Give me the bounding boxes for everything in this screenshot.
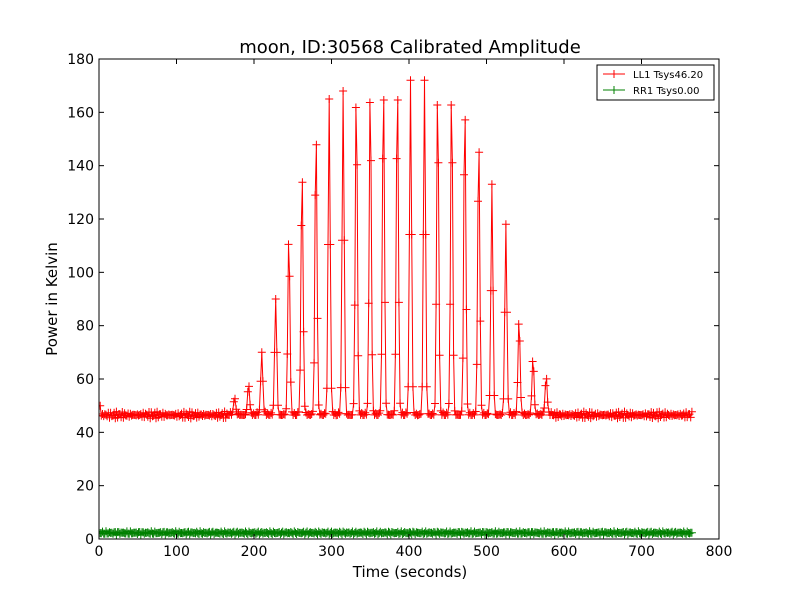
x-tick-label: 800 xyxy=(706,544,733,560)
x-tick-label: 100 xyxy=(163,544,190,560)
series-rr1 xyxy=(99,527,696,539)
legend-marker-ll1 xyxy=(610,70,618,78)
series-markers xyxy=(99,76,696,423)
y-axis-label: Power in Kelvin xyxy=(43,242,61,356)
legend-marker-rr1 xyxy=(610,86,618,94)
chart-title: moon, ID:30568 Calibrated Amplitude xyxy=(239,37,581,58)
axis-ticks: 0 100 200 300 400 500 600 700 800 0 20 40 60 80 100 120… xyxy=(67,52,732,560)
y-tick-label: 180 xyxy=(67,52,94,68)
series-markers xyxy=(99,527,696,539)
y-tick-label: 120 xyxy=(67,212,94,228)
y-tick-label: 160 xyxy=(67,105,94,121)
y-tick-label: 40 xyxy=(76,425,94,441)
y-tick-label: 20 xyxy=(76,479,94,495)
y-tick-label: 80 xyxy=(76,319,94,335)
x-tick-label: 400 xyxy=(396,544,423,560)
legend-label-rr1: RR1 Tsys0.00 xyxy=(633,86,700,97)
x-tick-label: 200 xyxy=(241,544,268,560)
series-ll1 xyxy=(99,76,696,423)
y-tick-label: 60 xyxy=(76,372,94,388)
x-tick-label: 0 xyxy=(95,544,104,560)
legend-box xyxy=(596,64,715,101)
x-tick-label: 700 xyxy=(628,544,655,560)
x-axis-label: Time (seconds) xyxy=(352,563,468,581)
y-tick-label: 100 xyxy=(67,265,94,281)
y-tick-label: 140 xyxy=(67,159,94,175)
plot-area xyxy=(99,76,696,539)
y-tick-label: 0 xyxy=(85,532,94,548)
x-tick-label: 300 xyxy=(318,544,345,560)
x-tick-label: 500 xyxy=(473,544,500,560)
legend: LL1 Tsys46.20 RR1 Tsys0.00 xyxy=(596,64,715,101)
legend-label-ll1: LL1 Tsys46.20 xyxy=(633,70,703,81)
x-tick-label: 600 xyxy=(551,544,578,560)
